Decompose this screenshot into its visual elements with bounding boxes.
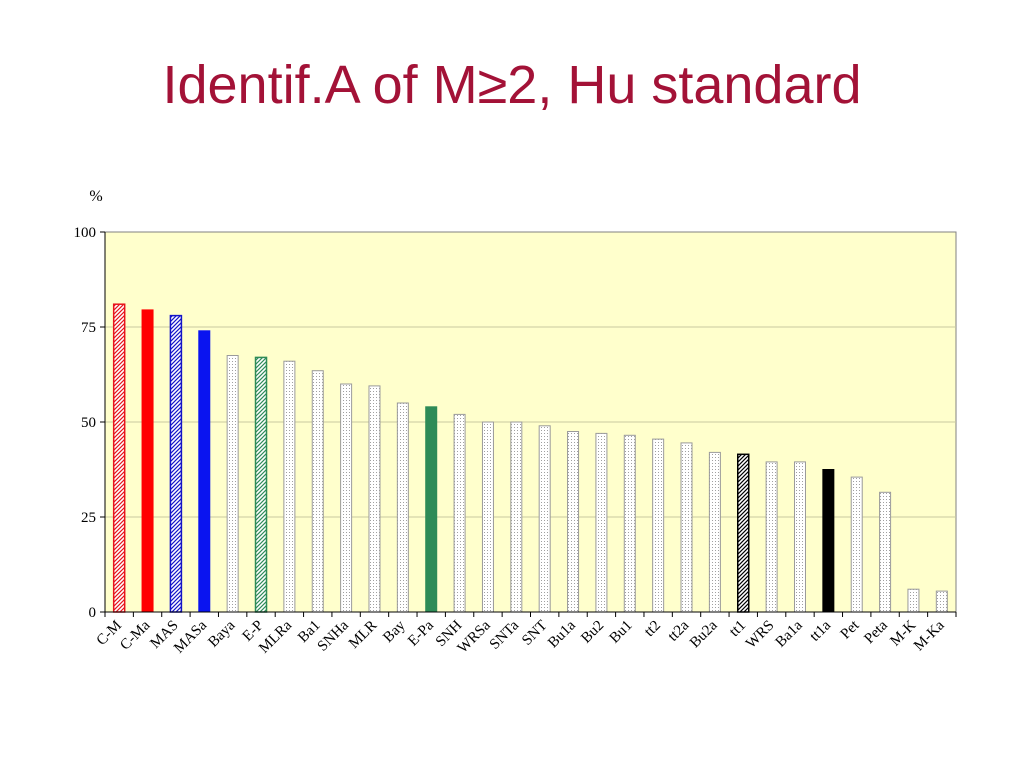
y-tick-label: 50 — [81, 415, 96, 431]
y-axis-label: % — [89, 188, 102, 205]
y-tick-label: 0 — [89, 605, 97, 621]
bar-snt — [538, 425, 551, 613]
bar-bu1 — [623, 434, 636, 613]
bar-c-m — [112, 303, 126, 613]
x-tick-label: Bay — [380, 617, 409, 646]
x-tick-label: Peta — [861, 617, 891, 647]
bar-e-pa — [425, 406, 438, 613]
x-tick-label: MASa — [171, 617, 210, 656]
bar-bay — [396, 402, 409, 613]
bar-mlr — [368, 385, 381, 613]
x-tick-label: SNT — [519, 618, 550, 649]
x-tick-label: Pet — [838, 617, 863, 642]
x-tick-label: Bu1 — [607, 618, 636, 647]
x-tick-label: Bu2 — [578, 618, 607, 647]
bar-e-p — [254, 356, 268, 613]
bar-wrsa — [481, 421, 494, 613]
y-tick-label: 75 — [81, 320, 96, 336]
bar-snha — [340, 383, 353, 613]
y-tick-label: 25 — [81, 510, 96, 526]
x-tick-label: SNTa — [487, 617, 523, 653]
slide-title: Identif.A of M≥2, Hu standard — [162, 55, 862, 115]
bars — [112, 303, 948, 613]
x-tick-label: Bu2a — [687, 617, 721, 651]
bar-bu2 — [595, 432, 608, 613]
bar-tt1 — [737, 453, 750, 613]
x-tick-label: M-Ka — [911, 617, 948, 654]
x-tick-label: tt1a — [807, 617, 834, 644]
bar-peta — [879, 491, 892, 613]
x-tick-label: SNHa — [315, 617, 352, 654]
x-tick-label: MLR — [346, 618, 380, 652]
x-tick-label: tt2 — [641, 618, 664, 641]
bar-bu2a — [708, 451, 721, 613]
x-tick-label: Bu1a — [545, 617, 579, 651]
x-tick-label: Baya — [205, 617, 238, 650]
x-tick-label: E-Pa — [405, 617, 437, 649]
bar-bu1a — [567, 431, 580, 613]
bar-mlra — [283, 360, 296, 613]
bar-m-ka — [935, 590, 948, 613]
bar-pet — [850, 476, 863, 613]
bar-wrs — [765, 461, 778, 613]
gridlines — [105, 326, 956, 518]
bar-tt2 — [652, 438, 665, 613]
y-tick-label: 100 — [74, 225, 97, 241]
bar-ba1 — [311, 370, 324, 613]
bar-baya — [226, 355, 239, 613]
x-tick-label: C-Ma — [117, 617, 153, 653]
bar-snta — [510, 421, 523, 613]
bar-m-k — [907, 588, 920, 613]
bar-masa — [198, 330, 211, 613]
x-tick-label: WRSa — [455, 617, 494, 656]
bar-tt1a — [822, 469, 835, 613]
bar-ba1a — [793, 461, 806, 613]
x-tick-label: WRS — [743, 618, 777, 652]
bar-mas — [169, 314, 183, 613]
x-tick-label: MLRa — [256, 617, 295, 656]
bar-snh — [453, 413, 466, 613]
bar-tt2a — [680, 442, 693, 613]
x-tick-label: Ba1a — [773, 617, 806, 650]
bar-c-ma — [141, 309, 154, 613]
